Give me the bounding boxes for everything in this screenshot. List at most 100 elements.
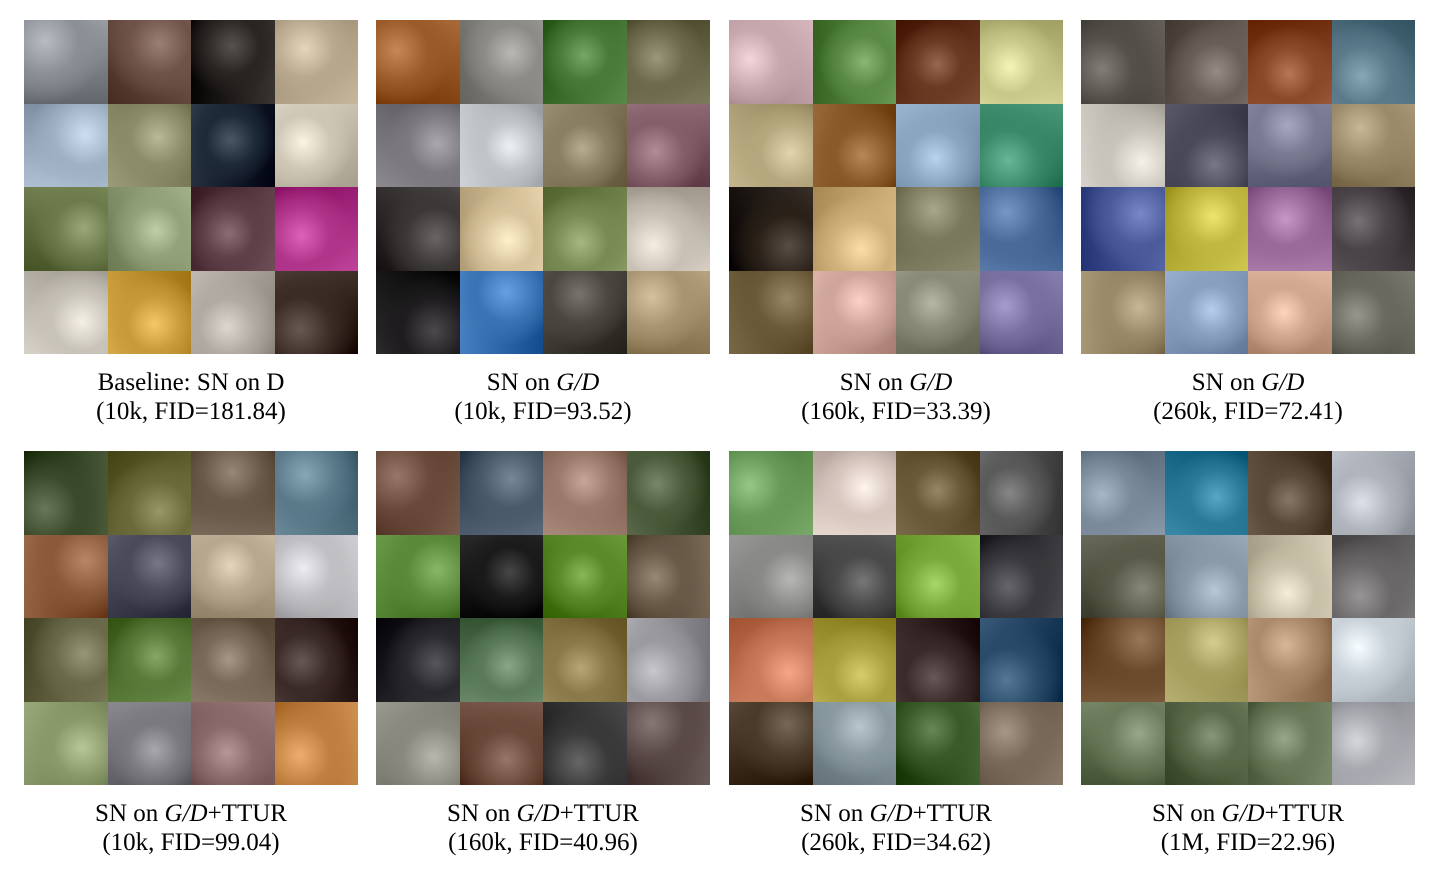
sample-image-tile [459,451,543,535]
sample-image-tile [729,103,813,187]
sample-image-tile [979,701,1063,785]
sample-image-tile [626,103,710,187]
sample-image-tile [1331,618,1415,702]
sample-image-tile [24,534,108,618]
sample-image-tile [274,701,358,785]
image-grid [24,451,358,785]
sample-image-tile [812,701,896,785]
sample-image-tile [274,618,358,702]
panel-8: SN on G/D+TTUR (1M, FID=22.96) [1081,451,1415,857]
sample-image-tile [896,534,980,618]
sample-image-tile [1081,451,1165,535]
image-grid [729,20,1063,354]
sample-image-tile [896,20,980,104]
sample-image-tile [896,701,980,785]
sample-image-tile [191,618,275,702]
sample-image-tile [274,270,358,354]
image-grid [729,451,1063,785]
sample-image-tile [1331,187,1415,271]
sample-image-tile [1164,20,1248,104]
panel-2: SN on G/D (10k, FID=93.52) [376,20,710,426]
sample-image-tile [1081,701,1165,785]
sample-image-tile [812,20,896,104]
sample-image-tile [24,20,108,104]
sample-image-tile [274,534,358,618]
sample-image-tile [459,534,543,618]
sample-image-tile [1331,270,1415,354]
sample-image-tile [459,20,543,104]
sample-image-tile [1248,701,1332,785]
panel-6: SN on G/D+TTUR (160k, FID=40.96) [376,451,710,857]
image-grid [24,20,358,354]
sample-image-tile [274,20,358,104]
sample-image-tile [812,187,896,271]
caption-line-1: SN on G/D+TTUR [800,800,992,827]
panel-4: SN on G/D (260k, FID=72.41) [1081,20,1415,426]
sample-image-tile [1331,20,1415,104]
sample-image-tile [812,270,896,354]
sample-image-tile [24,701,108,785]
sample-image-tile [1164,534,1248,618]
sample-image-tile [1331,534,1415,618]
sample-image-tile [1248,451,1332,535]
sample-image-tile [376,103,460,187]
panel-caption: SN on G/D+TTUR (1M, FID=22.96) [1081,799,1415,857]
sample-image-tile [979,451,1063,535]
sample-image-tile [1164,103,1248,187]
sample-image-tile [896,187,980,271]
sample-image-tile [107,270,191,354]
image-grid [376,20,710,354]
sample-image-tile [626,618,710,702]
sample-image-tile [979,618,1063,702]
sample-image-tile [24,270,108,354]
caption-line-1: SN on G/D+TTUR [1152,800,1344,827]
sample-image-tile [459,103,543,187]
sample-image-tile [626,270,710,354]
sample-image-tile [1331,451,1415,535]
caption-line-2: (160k, FID=33.39) [801,398,991,425]
sample-image-tile [543,701,627,785]
sample-image-tile [274,451,358,535]
sample-image-tile [896,451,980,535]
sample-image-tile [107,187,191,271]
caption-line-2: (260k, FID=72.41) [1153,398,1343,425]
sample-image-tile [376,534,460,618]
panel-1: Baseline: SN on D (10k, FID=181.84) [24,20,358,426]
sample-image-tile [979,103,1063,187]
sample-image-tile [626,187,710,271]
sample-image-tile [729,451,813,535]
sample-image-tile [1331,103,1415,187]
sample-image-tile [191,20,275,104]
sample-image-tile [896,270,980,354]
sample-image-tile [1164,701,1248,785]
sample-image-tile [1331,701,1415,785]
sample-image-tile [1248,187,1332,271]
sample-image-tile [1081,187,1165,271]
sample-image-tile [459,270,543,354]
sample-image-tile [1164,187,1248,271]
caption-line-1: SN on G/D [486,369,600,396]
sample-image-tile [543,451,627,535]
sample-image-tile [376,451,460,535]
sample-image-tile [191,187,275,271]
sample-image-tile [543,618,627,702]
sample-image-tile [979,187,1063,271]
sample-image-tile [191,103,275,187]
sample-image-tile [274,187,358,271]
sample-image-tile [1081,103,1165,187]
sample-image-tile [543,20,627,104]
sample-image-tile [1081,618,1165,702]
sample-image-tile [812,103,896,187]
panel-7: SN on G/D+TTUR (260k, FID=34.62) [729,451,1063,857]
caption-line-1: SN on G/D [1191,369,1305,396]
sample-image-tile [107,618,191,702]
sample-image-tile [1164,270,1248,354]
sample-image-tile [191,451,275,535]
image-grid [376,451,710,785]
sample-image-tile [24,618,108,702]
caption-line-2: (10k, FID=181.84) [96,398,286,425]
sample-image-tile [729,187,813,271]
sample-image-tile [729,701,813,785]
panel-caption: Baseline: SN on D (10k, FID=181.84) [24,368,358,426]
sample-image-tile [729,534,813,618]
